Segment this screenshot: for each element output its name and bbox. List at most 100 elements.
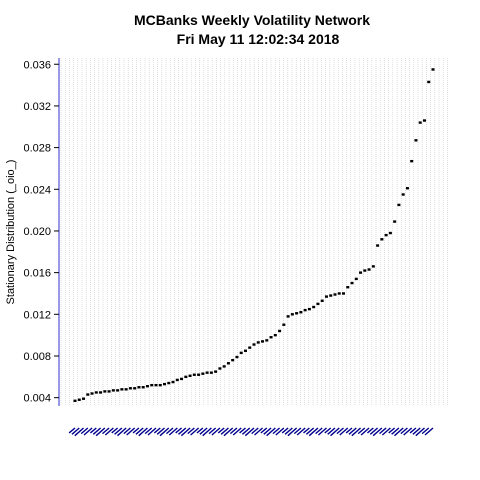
- data-point: [172, 381, 175, 383]
- y-axis: 0.004 0.008 0.012 0.016 0.020 0.024 0.028 0.032…: [23, 58, 59, 406]
- data-point: [116, 389, 119, 391]
- data-point: [74, 400, 77, 402]
- data-point: [189, 375, 192, 377]
- y-tick-label: 0.036: [23, 59, 51, 71]
- x-tick-labels: [69, 428, 433, 436]
- data-point: [197, 374, 200, 376]
- y-tick-label: 0.004: [23, 393, 51, 405]
- data-point: [125, 388, 128, 390]
- data-point: [278, 330, 281, 332]
- data-point: [287, 315, 290, 317]
- x-tick-label: [425, 428, 433, 435]
- data-point: [406, 187, 409, 189]
- data-point: [270, 336, 273, 338]
- data-point: [150, 384, 153, 386]
- x-tick-label: [382, 428, 390, 435]
- data-point: [142, 386, 145, 388]
- chart-title: MCBanks Weekly Volatility Network: [134, 12, 370, 28]
- x-tick-label: [255, 428, 263, 435]
- data-point: [274, 334, 277, 336]
- data-point: [389, 232, 392, 234]
- data-point: [359, 271, 362, 273]
- data-point: [355, 278, 358, 280]
- x-tick-label: [127, 428, 135, 435]
- data-point: [176, 379, 179, 381]
- data-point: [321, 300, 324, 302]
- data-point: [120, 388, 123, 390]
- data-point: [397, 204, 400, 206]
- chart-subtitle: Fri May 11 12:02:34 2018: [177, 31, 340, 47]
- x-tick-label: [191, 428, 199, 435]
- data-point: [299, 311, 302, 313]
- data-point: [244, 350, 247, 352]
- data-point: [95, 391, 98, 393]
- data-point: [265, 339, 268, 341]
- data-point: [201, 373, 204, 375]
- data-point: [218, 367, 221, 369]
- data-point: [206, 371, 209, 373]
- x-tick-label: [105, 428, 113, 435]
- data-point: [427, 81, 430, 83]
- x-tick-label: [233, 428, 241, 435]
- y-tick-label: 0.032: [23, 101, 51, 113]
- data-point: [385, 234, 388, 236]
- data-point: [146, 385, 149, 387]
- data-point: [393, 220, 396, 222]
- data-point: [248, 346, 251, 348]
- data-point: [253, 343, 256, 345]
- data-point: [372, 265, 375, 267]
- data-point: [86, 393, 89, 395]
- data-point: [235, 356, 238, 358]
- data-point: [180, 378, 183, 380]
- y-tick-label: 0.020: [23, 226, 51, 238]
- data-point: [159, 384, 162, 386]
- y-axis-title: Stationary Distribution (_oio_): [5, 160, 17, 305]
- data-point: [257, 341, 260, 343]
- data-point: [312, 306, 315, 308]
- data-point: [137, 386, 140, 388]
- data-point: [261, 340, 264, 342]
- y-tick-label: 0.008: [23, 351, 51, 363]
- data-point: [282, 324, 285, 326]
- data-point: [419, 121, 422, 123]
- y-tick-label: 0.016: [23, 268, 51, 280]
- data-point: [351, 282, 354, 284]
- data-point: [103, 390, 106, 392]
- x-tick-label: [84, 428, 92, 435]
- data-point: [133, 387, 136, 389]
- data-point: [112, 389, 115, 391]
- data-point: [432, 68, 435, 70]
- x-tick-label: [318, 428, 326, 435]
- data-point: [342, 292, 345, 294]
- data-point: [240, 352, 243, 354]
- data-point: [333, 293, 336, 295]
- data-point: [91, 392, 94, 394]
- data-point: [338, 292, 341, 294]
- data-point: [214, 370, 217, 372]
- data-point: [368, 268, 371, 270]
- x-tick-label: [361, 428, 369, 435]
- data-point: [231, 359, 234, 361]
- data-point: [154, 384, 157, 386]
- data-point: [184, 376, 187, 378]
- data-point: [223, 365, 226, 367]
- data-point: [78, 399, 81, 401]
- data-point: [325, 295, 328, 297]
- data-point: [316, 303, 319, 305]
- data-point: [402, 193, 405, 195]
- data-point: [423, 119, 426, 121]
- x-tick-label: [404, 428, 412, 435]
- data-point: [363, 269, 366, 271]
- data-point: [129, 387, 132, 389]
- data-point: [304, 309, 307, 311]
- x-tick-label: [340, 428, 348, 435]
- data-point: [308, 308, 311, 310]
- data-point: [295, 312, 298, 314]
- data-point: [193, 374, 196, 376]
- x-tick-label: [148, 428, 156, 435]
- data-point: [82, 398, 85, 400]
- data-point: [410, 160, 413, 162]
- data-point: [291, 313, 294, 315]
- data-point: [167, 382, 170, 384]
